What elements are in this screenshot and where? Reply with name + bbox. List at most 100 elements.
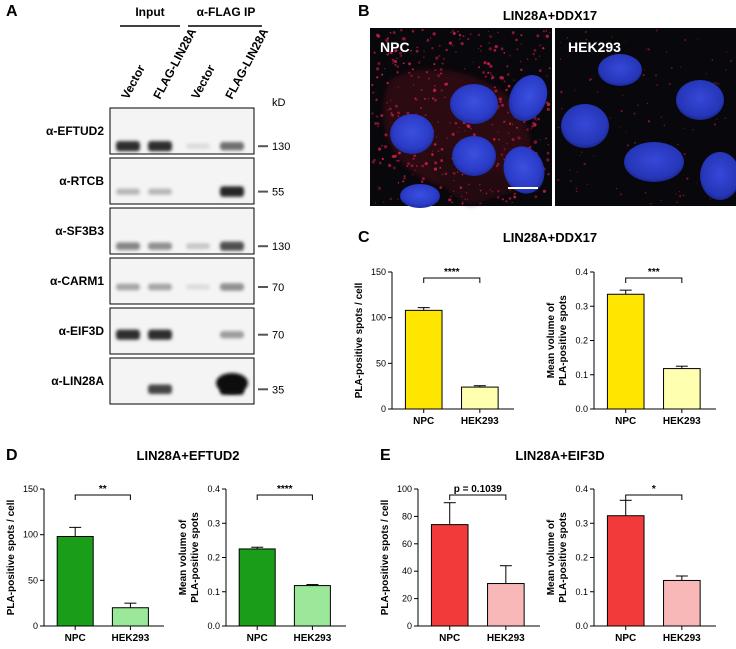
pla-dot (724, 117, 727, 119)
pla-dot (465, 192, 468, 194)
pla-dot (509, 189, 511, 191)
x-tick-label: HEK293 (293, 633, 331, 644)
lane-label: Vector (118, 62, 148, 101)
pla-dot (494, 89, 498, 93)
pla-dot (398, 151, 401, 155)
pla-dot (488, 42, 490, 44)
pla-dot (454, 121, 458, 125)
blot-strip: α-SF3B3 130 (55, 207, 290, 255)
y-tick-label: 80 (402, 511, 412, 521)
y-tick-label: 0.2 (575, 553, 588, 563)
pla-dot (383, 145, 388, 149)
pla-dot (697, 38, 699, 40)
pla-dot (490, 73, 493, 77)
pla-dot (440, 147, 444, 151)
significance-label: * (652, 484, 656, 495)
pla-dot (625, 131, 627, 133)
significance-bracket (625, 277, 683, 283)
pla-dot (665, 51, 668, 53)
pla-dot (448, 198, 452, 202)
pla-dot (441, 62, 444, 65)
blot-band (186, 284, 210, 290)
bar-chart: C LIN28A+DDX17 0 50 100 150 PLA-positive spots… (354, 229, 597, 427)
y-axis-label: PLA-positive spots / cell (354, 282, 365, 398)
x-tick-label: NPC (413, 416, 434, 427)
pla-dot (682, 194, 685, 197)
pla-dot (503, 158, 506, 161)
pla-dot (493, 86, 496, 89)
pla-dot (497, 31, 499, 34)
significance-label: ** (99, 484, 107, 495)
blot-strip: α-RTCB 55 (59, 157, 284, 205)
y-axis-label: Mean volume ofPLA-positive spots (178, 512, 201, 603)
pla-dot (636, 104, 640, 107)
pla-dot (431, 46, 434, 50)
pla-dot (445, 48, 448, 52)
pla-dot (491, 190, 494, 193)
bar (461, 386, 499, 410)
y-tick-label: 0.3 (207, 518, 220, 528)
pla-dot (503, 80, 506, 83)
blot-band (116, 242, 140, 251)
pla-dot (451, 29, 455, 33)
pla-dot (424, 114, 427, 116)
pla-dot (420, 180, 424, 183)
y-tick-label: 0.2 (575, 336, 588, 346)
pla-dot (505, 200, 508, 203)
pla-dot (372, 91, 375, 94)
group-label-flag-ip: α-FLAG IP (197, 5, 256, 19)
pla-dot (501, 198, 504, 201)
pla-dot (547, 173, 550, 176)
y-tick-label: 0 (33, 621, 38, 631)
pla-dot (386, 102, 388, 104)
pla-dot (711, 59, 714, 61)
pla-dot (489, 64, 493, 68)
pla-dot (386, 53, 389, 56)
y-tick-label: 0.0 (575, 621, 588, 631)
blot-band (216, 373, 248, 393)
pla-dot (399, 45, 402, 48)
bar (430, 524, 469, 627)
pla-dot (389, 31, 392, 34)
pla-dot (442, 57, 446, 60)
blot-band (116, 141, 140, 152)
pla-dot (647, 120, 651, 123)
pla-dot (511, 138, 515, 142)
pla-dot (459, 38, 461, 40)
pla-dot (373, 158, 376, 162)
pla-dot (506, 65, 509, 68)
bar (487, 583, 525, 627)
blot-band (220, 283, 244, 291)
pla-dot (622, 94, 624, 97)
x-tick-label: HEK293 (461, 416, 499, 427)
pla-dot (503, 148, 506, 151)
pla-dot (545, 137, 548, 140)
pla-dot (500, 153, 504, 156)
y-tick-label: 0.2 (207, 553, 220, 563)
pla-dot (489, 35, 493, 38)
y-tick-label: 0.1 (575, 587, 588, 597)
pla-dot (479, 189, 482, 192)
pla-dot (397, 111, 400, 115)
pla-dot (413, 154, 417, 158)
pla-dot (421, 28, 424, 32)
blot-band (148, 283, 172, 291)
pla-dot (497, 190, 500, 193)
pla-dot (626, 144, 629, 147)
panel-letter: E (380, 447, 391, 464)
pla-dot (546, 151, 550, 155)
y-tick-label: 50 (28, 575, 38, 585)
pla-dot (408, 62, 412, 66)
pla-dot (513, 195, 517, 199)
x-tick-label: NPC (65, 633, 86, 644)
pla-dot (496, 162, 500, 166)
pla-dot (438, 44, 441, 47)
pla-dot (545, 101, 549, 105)
bar-chart: D LIN28A+EFTUD2 0 50 100 150 PLA-positive spot… (6, 447, 239, 644)
pla-dot (586, 183, 589, 185)
pla-dot (684, 38, 687, 42)
panel-a-western-blot: A Input α-FLAG IP Vector FLAG-LIN28AVecto… (6, 3, 290, 405)
pla-dot (435, 56, 439, 60)
pla-dot (394, 60, 397, 63)
pla-dot (725, 69, 727, 71)
